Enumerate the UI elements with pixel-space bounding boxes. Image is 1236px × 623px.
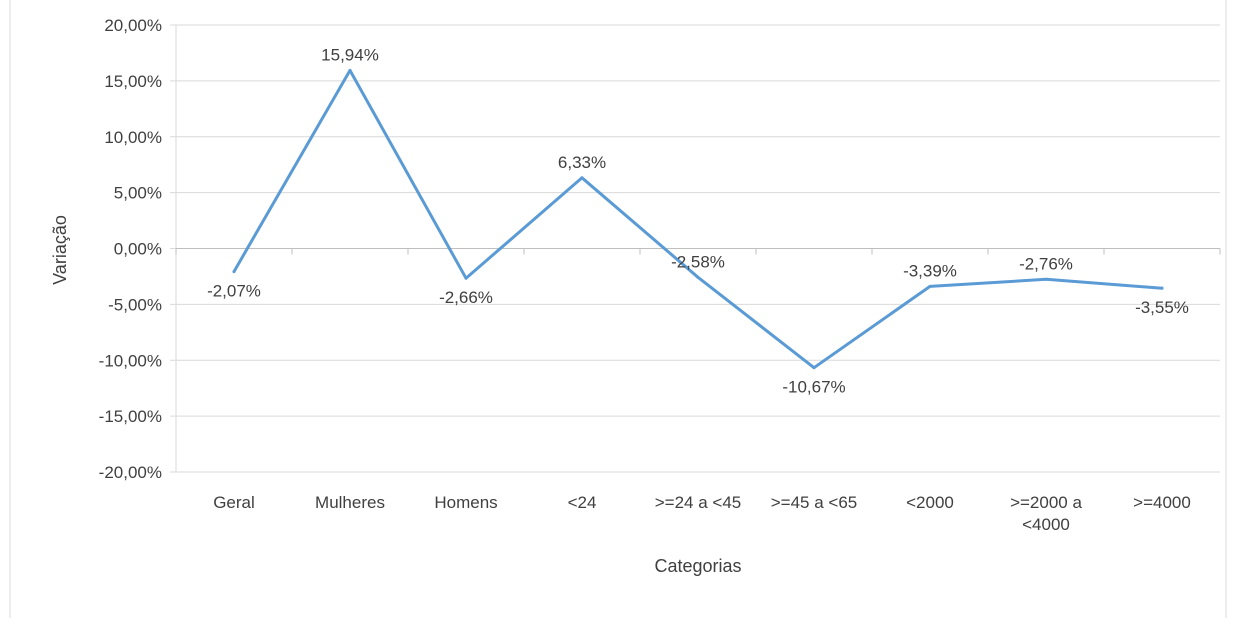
data-point: [812, 366, 816, 370]
data-label: -2,76%: [1019, 254, 1073, 273]
y-axis-title: Variação: [50, 215, 70, 285]
data-point: [348, 68, 352, 72]
data-point: [696, 275, 700, 279]
x-category-labels: Geral Mulheres Homens <24 >=24 a <45 >=45 a <…: [213, 493, 1191, 534]
data-point: [464, 276, 468, 280]
data-labels: -2,07% 15,94% -2,66% 6,33% -2,58% -10,67% -3,3…: [207, 45, 1189, 396]
data-label: -2,07%: [207, 282, 261, 301]
x-tick-label: >=2000 a <4000: [1010, 493, 1082, 534]
data-point: [580, 176, 584, 180]
x-tick-label: Homens: [434, 493, 497, 512]
series-line: [232, 68, 1164, 370]
y-tick-label: -5,00%: [108, 295, 162, 314]
axes: [175, 25, 1221, 472]
data-point: [1044, 277, 1048, 281]
y-tick-label: -20,00%: [99, 463, 162, 482]
y-tick-label: 20,00%: [104, 16, 162, 35]
data-point: [232, 270, 236, 274]
series-line-path: [232, 68, 1164, 370]
x-tick-label: >=45 a <65: [771, 493, 858, 512]
x-tick-label: Geral: [213, 493, 255, 512]
x-tick-label: Mulheres: [315, 493, 385, 512]
y-tick-label: 15,00%: [104, 72, 162, 91]
y-tick-label: 5,00%: [114, 184, 162, 203]
y-tick-label: -15,00%: [99, 407, 162, 426]
data-label: 15,94%: [321, 45, 379, 64]
y-tick-label: 0,00%: [114, 240, 162, 259]
data-label: -10,67%: [782, 378, 845, 397]
data-label: -2,58%: [671, 252, 725, 271]
data-label: -2,66%: [439, 288, 493, 307]
data-point: [928, 284, 932, 288]
x-tick-label: <24: [568, 493, 597, 512]
x-tick-label: <2000: [906, 493, 954, 512]
x-axis-title: Categorias: [654, 556, 741, 576]
data-label: 6,33%: [558, 153, 606, 172]
x-tick-label: >=4000: [1133, 493, 1191, 512]
y-tick-label: 10,00%: [104, 128, 162, 147]
data-point: [1160, 286, 1164, 290]
y-tick-label: -10,00%: [99, 351, 162, 370]
data-label: -3,39%: [903, 261, 957, 280]
data-label: -3,55%: [1135, 298, 1189, 317]
y-tick-labels: 20,00% 15,00% 10,00% 5,00% 0,00% -5,00% -10,00…: [99, 16, 162, 482]
x-tick-label: >=24 a <45: [655, 493, 742, 512]
